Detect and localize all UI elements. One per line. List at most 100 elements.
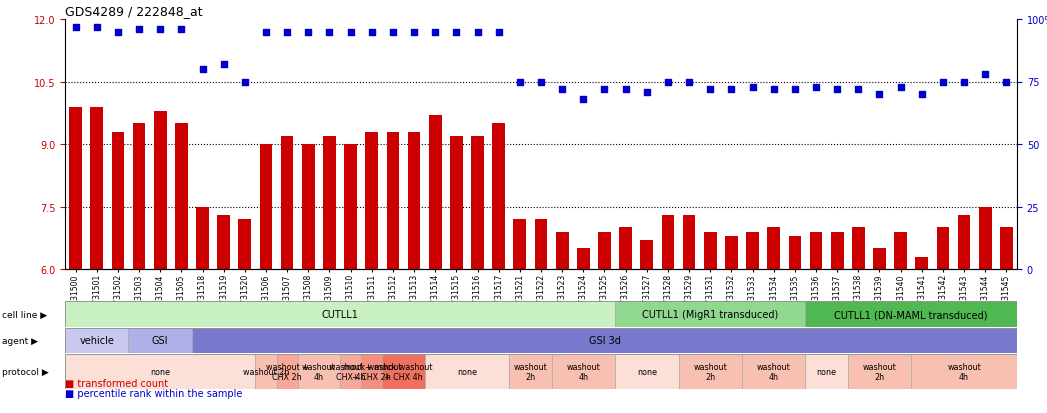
Text: mock washout
+ CHX 2h: mock washout + CHX 2h (342, 362, 401, 381)
Point (216, 62, 232, 68)
Bar (873, 249, 886, 269)
Bar (471, 136, 484, 269)
Bar (129, 328, 192, 353)
Point (681, 79, 697, 85)
Text: none: none (456, 367, 477, 376)
Point (871, 91, 888, 98)
Point (321, 29, 338, 36)
Bar (619, 228, 632, 269)
Bar (577, 249, 589, 269)
Bar (133, 124, 146, 269)
Text: washout
2h: washout 2h (513, 362, 548, 381)
Bar (407, 132, 421, 269)
Bar (340, 354, 361, 389)
Bar (979, 207, 992, 269)
Text: cell line ▶: cell line ▶ (2, 310, 47, 319)
Text: none: none (817, 367, 837, 376)
Bar (852, 228, 865, 269)
Bar (615, 354, 678, 389)
Point (490, 29, 507, 36)
Bar (662, 215, 674, 269)
Text: washout
4h: washout 4h (566, 362, 600, 381)
Bar (742, 354, 805, 389)
Bar (429, 116, 442, 269)
Point (299, 29, 316, 36)
Bar (556, 232, 569, 269)
Point (723, 86, 740, 93)
Text: ■ percentile rank within the sample: ■ percentile rank within the sample (65, 388, 242, 398)
Bar (809, 232, 822, 269)
Point (237, 79, 253, 85)
Point (279, 29, 295, 36)
Bar (361, 354, 382, 389)
Bar (1000, 228, 1012, 269)
Point (554, 86, 571, 93)
Text: washout
2h: washout 2h (863, 362, 896, 381)
Bar (255, 354, 276, 389)
Point (765, 86, 782, 93)
Point (829, 86, 846, 93)
Bar (958, 215, 971, 269)
Point (618, 86, 634, 93)
Text: mock washout
+ CHX 4h: mock washout + CHX 4h (374, 362, 432, 381)
Bar (641, 240, 653, 269)
Point (786, 86, 803, 93)
Text: GSI 3d: GSI 3d (588, 336, 621, 346)
Bar (848, 354, 911, 389)
Point (258, 29, 274, 36)
Bar (276, 354, 297, 389)
Point (67, 24, 84, 31)
Text: washout
4h: washout 4h (302, 362, 336, 381)
Point (807, 84, 824, 90)
Bar (937, 228, 950, 269)
Bar (726, 236, 738, 269)
Bar (65, 328, 129, 353)
Point (110, 29, 127, 36)
Point (596, 86, 612, 93)
Bar (552, 354, 615, 389)
Text: washout
2h: washout 2h (693, 362, 727, 381)
Point (405, 29, 422, 36)
Bar (302, 145, 315, 269)
Bar (297, 354, 340, 389)
Point (363, 29, 380, 36)
Text: washout
4h: washout 4h (948, 362, 981, 381)
Text: none: none (637, 367, 656, 376)
Point (88, 24, 105, 31)
Bar (382, 354, 425, 389)
Bar (192, 328, 1017, 353)
Point (342, 29, 359, 36)
Bar (239, 219, 251, 269)
Bar (615, 301, 805, 327)
Text: ■ transformed count: ■ transformed count (65, 378, 169, 388)
Point (913, 91, 930, 98)
Text: washout +
CHX 4h: washout + CHX 4h (329, 362, 372, 381)
Bar (112, 132, 125, 269)
Point (639, 89, 655, 95)
Point (850, 86, 867, 93)
Bar (492, 124, 505, 269)
Point (575, 97, 592, 103)
Bar (911, 354, 1017, 389)
Bar (704, 232, 716, 269)
Bar (218, 215, 230, 269)
Point (892, 84, 909, 90)
Bar (386, 132, 399, 269)
Bar (196, 207, 208, 269)
Bar (805, 354, 848, 389)
Text: GSI: GSI (152, 336, 169, 346)
Bar (788, 236, 801, 269)
Point (427, 29, 444, 36)
Text: none: none (150, 367, 171, 376)
Bar (915, 257, 928, 269)
Text: CUTLL1 (MigR1 transduced): CUTLL1 (MigR1 transduced) (642, 309, 778, 319)
Bar (90, 107, 103, 269)
Bar (281, 136, 293, 269)
Point (448, 29, 465, 36)
Text: CUTLL1: CUTLL1 (321, 309, 358, 319)
Bar (365, 132, 378, 269)
Point (512, 79, 529, 85)
Point (384, 29, 401, 36)
Text: CUTLL1 (DN-MAML transduced): CUTLL1 (DN-MAML transduced) (834, 309, 988, 319)
Bar (65, 354, 255, 389)
